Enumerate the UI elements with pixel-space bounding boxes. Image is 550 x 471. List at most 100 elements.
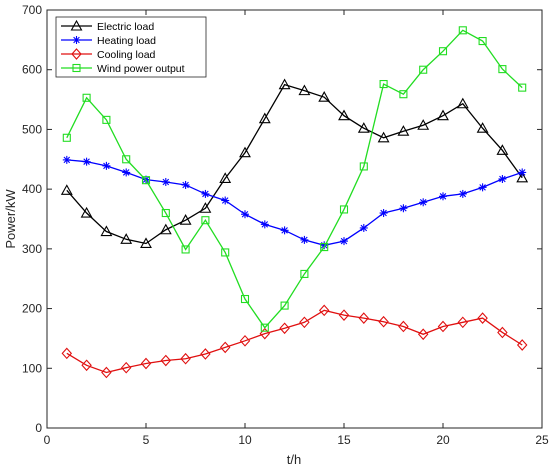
legend: Electric load Heating load Cooling load Win… — [55, 16, 207, 78]
square-data-point — [399, 90, 408, 99]
square-data-point — [419, 65, 428, 74]
series-layer — [60, 26, 529, 379]
triangle-data-point — [159, 223, 172, 235]
triangle-data-point — [298, 84, 311, 96]
x-tick-label: 10 — [238, 433, 252, 447]
square-data-point — [122, 155, 131, 164]
diamond-data-point — [378, 315, 389, 328]
star-data-point — [439, 192, 447, 201]
legend-square-marker — [72, 63, 81, 73]
diamond-data-point — [437, 320, 449, 333]
star-data-point — [419, 198, 428, 207]
legend-label: Heating load — [97, 35, 156, 47]
diamond-data-point — [259, 327, 271, 340]
triangle-data-point — [60, 184, 73, 195]
series-line — [66, 83, 523, 245]
triangle-data-point — [199, 202, 212, 213]
square-data-point — [141, 176, 151, 185]
y-tick-label: 700 — [22, 3, 42, 17]
diamond-data-point — [318, 304, 330, 317]
triangle-data-point — [437, 109, 449, 121]
star-data-point — [458, 189, 467, 198]
series-electric-load — [60, 78, 529, 249]
star-data-point — [478, 183, 487, 192]
legend-item: Wind power output — [61, 63, 185, 75]
square-data-point — [201, 216, 210, 225]
diamond-data-point — [219, 341, 231, 354]
diamond-data-point — [516, 339, 528, 351]
diamond-data-point — [299, 316, 310, 329]
series-cooling-load — [61, 304, 528, 379]
legend-diamond-marker — [71, 48, 82, 60]
triangle-data-point — [318, 91, 331, 102]
square-data-point — [379, 79, 388, 89]
diamond-data-point — [497, 326, 508, 339]
x-axis-title: t/h — [287, 452, 301, 467]
plot-frame — [46, 9, 543, 429]
star-data-point — [201, 189, 210, 198]
legend-triangle-marker — [70, 19, 83, 31]
x-tick-label: 5 — [143, 433, 150, 447]
square-data-point — [62, 133, 71, 142]
diamond-data-point — [417, 328, 429, 341]
diamond-data-point — [160, 354, 172, 367]
triangle-data-point — [120, 233, 133, 244]
triangle-data-point — [357, 122, 370, 133]
diamond-data-point — [457, 316, 469, 329]
legend-star-marker — [72, 36, 81, 44]
star-data-point — [359, 223, 368, 232]
diamond-data-point — [180, 352, 191, 365]
y-tick-label: 600 — [22, 63, 42, 77]
square-data-point — [240, 294, 250, 304]
triangle-data-point — [476, 122, 489, 133]
square-data-point — [82, 93, 91, 102]
diamond-data-point — [358, 312, 370, 324]
triangle-data-point — [516, 171, 529, 183]
x-tick-label: 15 — [337, 433, 351, 447]
triangle-data-point — [278, 78, 291, 90]
diamond-data-point — [398, 320, 409, 333]
square-data-point — [359, 162, 368, 171]
axis-ticks: 0 5 10 15 20 25 0 100 200 300 400 500 600 700 — [22, 3, 549, 447]
diamond-data-point — [279, 322, 290, 335]
y-tick-label: 100 — [22, 361, 42, 375]
x-tick-label: 0 — [44, 433, 51, 447]
legend-label: Electric load — [97, 21, 154, 33]
triangle-data-point — [456, 97, 469, 109]
star-data-point — [62, 155, 71, 164]
y-tick-label: 400 — [22, 182, 42, 196]
star-data-point — [379, 209, 388, 218]
square-data-point — [260, 323, 269, 332]
star-data-point — [518, 168, 527, 177]
triangle-data-point — [80, 206, 93, 218]
triangle-data-point — [338, 109, 350, 121]
triangle-data-point — [258, 112, 271, 124]
diamond-data-point — [338, 309, 350, 321]
star-data-point — [241, 210, 249, 219]
diamond-data-point — [101, 366, 112, 379]
star-data-point — [102, 161, 111, 170]
x-tick-label: 20 — [436, 433, 450, 447]
y-tick-label: 200 — [22, 302, 42, 316]
legend-label: Cooling load — [97, 49, 156, 61]
square-data-point — [221, 248, 230, 257]
star-data-point — [82, 157, 91, 166]
square-data-point — [161, 208, 170, 218]
triangle-data-point — [239, 146, 251, 158]
star-data-point — [122, 168, 131, 177]
triangle-data-point — [140, 237, 152, 249]
square-data-point — [478, 37, 487, 46]
triangle-data-point — [496, 144, 509, 155]
square-data-point — [280, 301, 289, 310]
diamond-data-point — [81, 359, 92, 372]
star-data-point — [280, 226, 289, 235]
triangle-data-point — [417, 119, 430, 130]
diamond-data-point — [140, 357, 152, 370]
diamond-data-point — [477, 312, 488, 324]
star-data-point — [300, 235, 309, 244]
legend-item: Cooling load — [61, 48, 156, 61]
star-data-point — [221, 196, 230, 205]
triangle-data-point — [377, 131, 390, 143]
square-data-point — [498, 65, 507, 74]
